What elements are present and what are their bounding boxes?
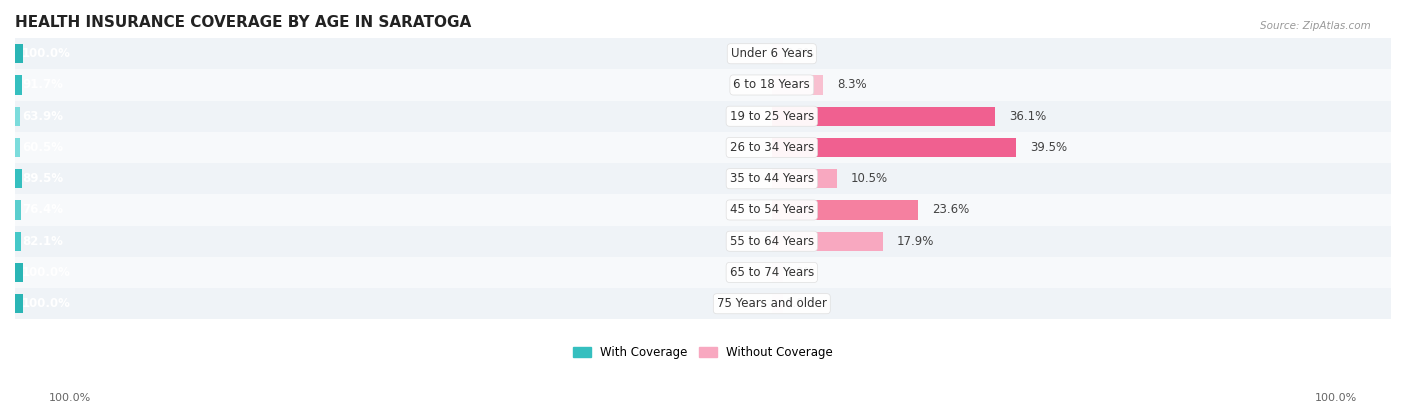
Text: 36.1%: 36.1% [1010,110,1046,123]
Text: 0.0%: 0.0% [786,266,815,279]
Text: 26 to 34 Years: 26 to 34 Years [730,141,814,154]
Bar [772,263,783,282]
Bar [15,38,1391,69]
Bar [15,100,1391,132]
Bar [15,257,1391,288]
Text: 100.0%: 100.0% [1315,393,1357,403]
Bar [15,169,21,188]
Bar [15,232,21,251]
Bar [15,138,20,157]
Text: 91.7%: 91.7% [22,78,63,91]
Bar [772,107,995,126]
Text: 76.4%: 76.4% [22,203,63,217]
Bar [15,132,1391,163]
Text: 100.0%: 100.0% [49,393,91,403]
Bar [15,107,20,126]
Text: 0.0%: 0.0% [786,297,815,310]
Legend: With Coverage, Without Coverage: With Coverage, Without Coverage [568,342,838,364]
Text: 100.0%: 100.0% [22,266,70,279]
Bar [772,200,918,220]
Text: 100.0%: 100.0% [22,47,70,60]
Bar [15,163,1391,194]
Text: HEALTH INSURANCE COVERAGE BY AGE IN SARATOGA: HEALTH INSURANCE COVERAGE BY AGE IN SARA… [15,15,471,30]
Text: 0.0%: 0.0% [786,47,815,60]
Bar [15,263,22,282]
Bar [15,200,21,220]
Text: 45 to 54 Years: 45 to 54 Years [730,203,814,217]
Bar [772,44,783,63]
Text: Source: ZipAtlas.com: Source: ZipAtlas.com [1260,21,1371,31]
Bar [15,69,1391,100]
Text: 100.0%: 100.0% [22,297,70,310]
Text: 35 to 44 Years: 35 to 44 Years [730,172,814,185]
Text: 6 to 18 Years: 6 to 18 Years [734,78,810,91]
Bar [772,294,783,313]
Text: 63.9%: 63.9% [22,110,63,123]
Bar [772,138,1017,157]
Bar [15,75,22,95]
Text: 55 to 64 Years: 55 to 64 Years [730,235,814,248]
Bar [15,288,1391,319]
Text: 82.1%: 82.1% [22,235,63,248]
Bar [15,44,22,63]
Text: Under 6 Years: Under 6 Years [731,47,813,60]
Text: 19 to 25 Years: 19 to 25 Years [730,110,814,123]
Text: 60.5%: 60.5% [22,141,63,154]
Bar [772,169,837,188]
Text: 23.6%: 23.6% [932,203,969,217]
Bar [15,226,1391,257]
Text: 89.5%: 89.5% [22,172,63,185]
Bar [15,294,22,313]
Bar [15,194,1391,226]
Text: 75 Years and older: 75 Years and older [717,297,827,310]
Text: 8.3%: 8.3% [837,78,866,91]
Text: 10.5%: 10.5% [851,172,887,185]
Text: 39.5%: 39.5% [1031,141,1067,154]
Bar [772,232,883,251]
Text: 65 to 74 Years: 65 to 74 Years [730,266,814,279]
Text: 17.9%: 17.9% [897,235,934,248]
Bar [772,75,823,95]
